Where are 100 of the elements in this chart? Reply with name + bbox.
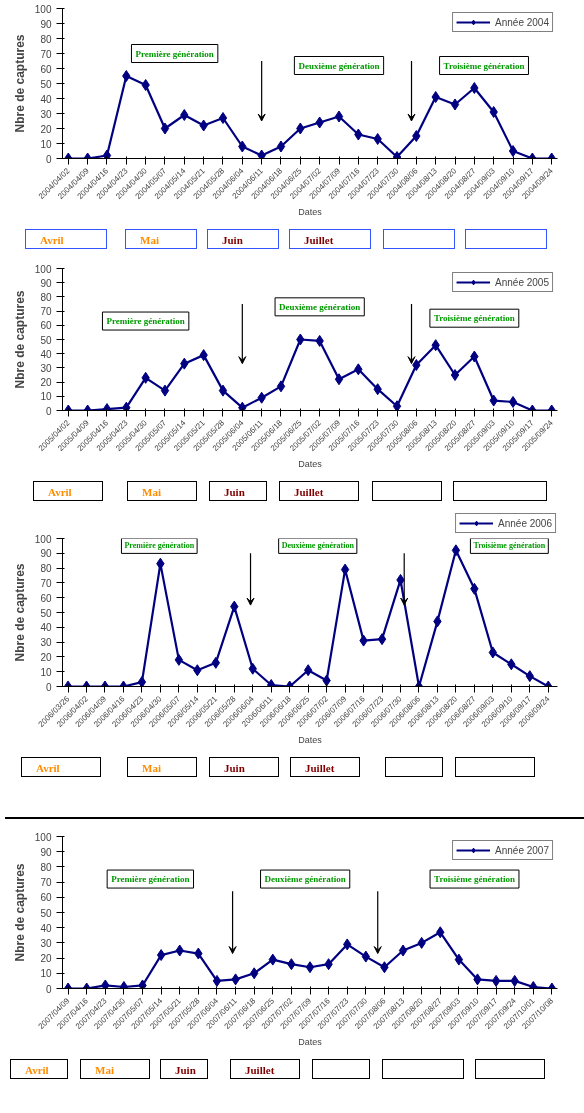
y-tick-label: 10 bbox=[40, 666, 52, 678]
y-axis-title: Nbre de captures bbox=[12, 34, 27, 133]
annotation: Première génération bbox=[135, 48, 214, 59]
point bbox=[450, 369, 460, 381]
text: Avril bbox=[33, 481, 103, 501]
point bbox=[305, 961, 315, 974]
y-tick-label: 60 bbox=[40, 320, 52, 332]
y-tick-label: 0 bbox=[45, 681, 52, 693]
point bbox=[373, 133, 382, 145]
point bbox=[303, 664, 313, 677]
y-tick-label: 100 bbox=[34, 263, 52, 275]
annotation: Deuxième génération bbox=[298, 60, 380, 71]
point bbox=[138, 979, 147, 989]
point bbox=[398, 944, 408, 957]
point bbox=[101, 979, 110, 989]
legend-label: Année 2004 bbox=[495, 16, 549, 28]
point bbox=[180, 109, 189, 121]
text: Avril bbox=[25, 229, 107, 249]
y-tick-label: 70 bbox=[40, 48, 52, 60]
y-axis-title: Nbre de captures bbox=[12, 563, 27, 662]
y-tick-label: 40 bbox=[40, 348, 52, 360]
y-tick-label: 50 bbox=[40, 334, 52, 346]
annotation: Première génération bbox=[111, 874, 190, 885]
text: Juin bbox=[207, 229, 279, 249]
point bbox=[141, 79, 150, 91]
point bbox=[212, 974, 222, 987]
point bbox=[488, 646, 498, 659]
annotation: Troisième génération bbox=[433, 313, 515, 324]
y-tick-label: 60 bbox=[40, 63, 52, 75]
y-tick-label: 100 bbox=[34, 831, 52, 843]
y-tick-label: 100 bbox=[34, 533, 52, 545]
text: Avril bbox=[21, 757, 101, 777]
annotation: Troisième génération bbox=[473, 541, 546, 551]
annotation: Deuxième génération bbox=[279, 301, 361, 312]
y-tick-label: 90 bbox=[40, 548, 52, 560]
point bbox=[102, 149, 112, 159]
y-tick-label: 60 bbox=[40, 892, 52, 904]
y-tick-label: 90 bbox=[40, 18, 52, 30]
text: Mai bbox=[127, 481, 197, 501]
text: Juillet bbox=[290, 757, 360, 777]
text: Mai bbox=[127, 757, 197, 777]
y-tick-label: 40 bbox=[40, 622, 52, 634]
y-tick-label: 80 bbox=[40, 291, 52, 303]
text: Juin bbox=[160, 1059, 208, 1079]
point bbox=[160, 384, 170, 397]
point bbox=[156, 949, 166, 962]
y-tick-label: 80 bbox=[40, 861, 52, 873]
y-tick-label: 30 bbox=[40, 637, 52, 649]
point bbox=[450, 98, 460, 111]
y-tick-label: 80 bbox=[40, 563, 52, 575]
text: Juillet bbox=[279, 481, 359, 501]
y-tick-label: 20 bbox=[40, 377, 52, 389]
legend-label: Année 2006 bbox=[498, 517, 552, 529]
point bbox=[491, 974, 501, 987]
point bbox=[489, 106, 498, 118]
point bbox=[160, 122, 170, 135]
annotation: Troisième génération bbox=[443, 60, 525, 71]
point bbox=[334, 110, 344, 123]
point bbox=[276, 140, 286, 153]
y-tick-label: 90 bbox=[40, 277, 52, 289]
x-axis-title: Dates bbox=[298, 1037, 323, 1048]
annotation: Troisième génération bbox=[434, 874, 515, 885]
point bbox=[392, 400, 402, 411]
y-tick-label: 70 bbox=[40, 577, 52, 589]
y-tick-label: 10 bbox=[40, 391, 52, 403]
legend-label: Année 2007 bbox=[495, 844, 549, 856]
y-tick-label: 60 bbox=[40, 592, 52, 604]
y-tick-label: 0 bbox=[45, 405, 52, 417]
y-tick-label: 30 bbox=[40, 937, 52, 949]
y-tick-label: 50 bbox=[40, 607, 52, 619]
point bbox=[508, 145, 518, 157]
y-tick-label: 0 bbox=[45, 983, 52, 995]
y-tick-label: 100 bbox=[34, 3, 52, 15]
y-tick-label: 10 bbox=[40, 138, 52, 150]
x-axis-title: Dates bbox=[298, 735, 323, 746]
point bbox=[454, 953, 464, 966]
text: Juillet bbox=[230, 1059, 300, 1079]
y-tick-label: 30 bbox=[40, 362, 52, 374]
point bbox=[340, 563, 350, 576]
legend-label: Année 2005 bbox=[495, 276, 549, 288]
point bbox=[276, 380, 286, 393]
y-tick-label: 90 bbox=[40, 846, 52, 858]
y-tick-label: 0 bbox=[45, 153, 52, 165]
text: Avril bbox=[10, 1059, 68, 1079]
y-tick-label: 20 bbox=[40, 123, 52, 135]
y-axis-title: Nbre de captures bbox=[12, 863, 27, 962]
text: Juin bbox=[209, 757, 279, 777]
text: Juillet bbox=[289, 229, 371, 249]
point bbox=[334, 373, 344, 386]
x-axis-title: Dates bbox=[298, 459, 323, 470]
y-tick-label: 20 bbox=[40, 953, 52, 965]
point bbox=[412, 130, 421, 142]
x-axis-title: Dates bbox=[298, 207, 323, 218]
point bbox=[137, 676, 147, 687]
annotation: Deuxième génération bbox=[264, 874, 346, 885]
text: Juin bbox=[209, 481, 267, 501]
point bbox=[257, 149, 266, 159]
annotation: Première génération bbox=[124, 541, 195, 551]
point bbox=[451, 544, 461, 557]
point bbox=[174, 653, 184, 666]
